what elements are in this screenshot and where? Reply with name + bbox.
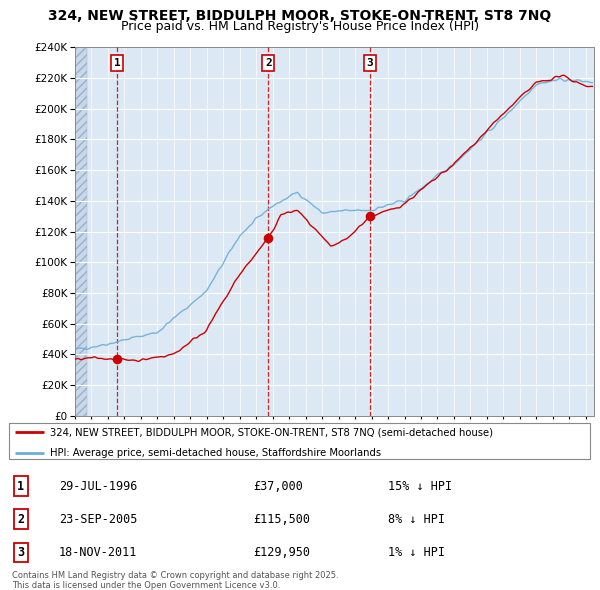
Text: 18-NOV-2011: 18-NOV-2011 (59, 546, 137, 559)
Text: 1% ↓ HPI: 1% ↓ HPI (388, 546, 445, 559)
Point (263, 234, 273, 243)
Text: HPI: Average price, semi-detached house, Staffordshire Moorlands: HPI: Average price, semi-detached house,… (50, 448, 381, 458)
Text: 29-JUL-1996: 29-JUL-1996 (59, 480, 137, 493)
Text: 23-SEP-2005: 23-SEP-2005 (59, 513, 137, 526)
Text: 1: 1 (114, 58, 121, 68)
Text: 324, NEW STREET, BIDDULPH MOOR, STOKE-ON-TRENT, ST8 7NQ: 324, NEW STREET, BIDDULPH MOOR, STOKE-ON… (49, 9, 551, 23)
Point (113, 355, 122, 364)
Text: 324, NEW STREET, BIDDULPH MOOR, STOKE-ON-TRENT, ST8 7NQ (semi-detached house): 324, NEW STREET, BIDDULPH MOOR, STOKE-ON… (50, 428, 493, 438)
Point (365, 212, 375, 221)
Text: 2: 2 (265, 58, 272, 68)
Text: 2: 2 (17, 513, 24, 526)
Text: £129,950: £129,950 (253, 546, 310, 559)
Text: 3: 3 (17, 546, 24, 559)
Text: 8% ↓ HPI: 8% ↓ HPI (388, 513, 445, 526)
Text: Contains HM Land Registry data © Crown copyright and database right 2025.
This d: Contains HM Land Registry data © Crown c… (12, 571, 338, 590)
Text: 15% ↓ HPI: 15% ↓ HPI (388, 480, 452, 493)
Text: Price paid vs. HM Land Registry's House Price Index (HPI): Price paid vs. HM Land Registry's House … (121, 20, 479, 33)
Text: £115,500: £115,500 (253, 513, 310, 526)
Text: 3: 3 (367, 58, 373, 68)
Text: £37,000: £37,000 (253, 480, 303, 493)
Text: 1: 1 (17, 480, 24, 493)
FancyBboxPatch shape (9, 423, 590, 460)
